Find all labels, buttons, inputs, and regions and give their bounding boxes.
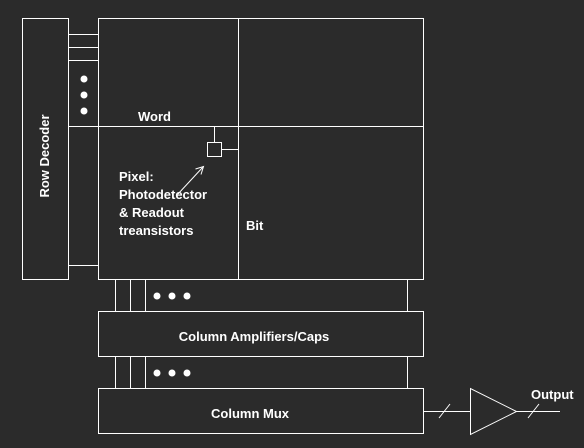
arrow-head — [195, 165, 205, 175]
bus-slash — [527, 403, 540, 419]
ellipsis-dot — [80, 91, 88, 99]
pixel-label-line: Photodetector — [119, 187, 208, 202]
word-label: Word — [138, 109, 171, 124]
pixel-cell — [207, 142, 222, 157]
pixel-pointer-arrow — [177, 166, 204, 195]
row-decoder-label: Row Decoder — [37, 114, 52, 198]
pixel-array-box — [98, 18, 424, 280]
column-mux-label: Column Mux — [211, 406, 289, 421]
column-amplifiers-box — [98, 311, 424, 357]
output-label: Output — [531, 387, 574, 402]
ellipsis-dot — [153, 292, 161, 300]
column-mux-box — [98, 388, 424, 434]
ellipsis-dot — [153, 369, 161, 377]
ellipsis-dot — [168, 369, 176, 377]
row-decoder-box — [22, 18, 69, 280]
pixel-label-line: & Readout — [119, 205, 184, 220]
pixel-description: Pixel: Photodetector & Readout treansist… — [119, 168, 207, 240]
bit-label: Bit — [246, 218, 264, 233]
ellipsis-dot — [183, 369, 191, 377]
column-amplifiers-label: Column Amplifiers/Caps — [178, 329, 330, 344]
output-buffer-triangle — [470, 387, 518, 436]
pixel-label-line: treansistors — [119, 223, 194, 238]
ellipsis-dot — [183, 292, 191, 300]
pixel-label-line: Pixel: — [119, 169, 154, 184]
bus-slash — [438, 403, 451, 419]
ellipsis-dot — [80, 75, 88, 83]
ellipsis-dot — [168, 292, 176, 300]
ellipsis-dot — [80, 107, 88, 115]
